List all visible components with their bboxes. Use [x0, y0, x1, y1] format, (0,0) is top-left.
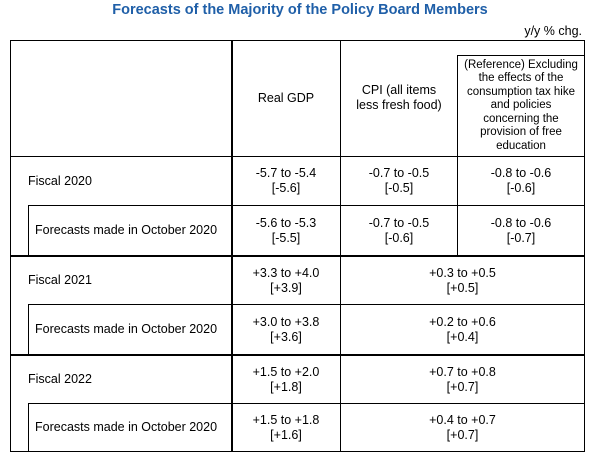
table-border-top — [10, 40, 585, 41]
ref-cell: -0.8 to -0.6 [-0.6] — [458, 157, 584, 205]
gdp-range: +1.5 to +1.8 — [252, 412, 320, 427]
ref-range: -0.8 to -0.6 — [490, 215, 552, 230]
gdp-median: [+1.8] — [270, 379, 302, 394]
row-label: Fiscal 2022 — [28, 372, 92, 386]
gdp-cell: +1.5 to +1.8 [+1.6] — [232, 404, 340, 451]
table-border-right — [584, 40, 585, 452]
gdp-median: [+1.6] — [270, 427, 302, 442]
column-divider-label — [231, 40, 233, 452]
ref-median: [-0.6] — [506, 181, 536, 195]
cpi-cell: -0.7 to -0.5 [-0.6] — [341, 206, 457, 255]
ref-range: -0.8 to -0.6 — [490, 166, 552, 180]
cpi-cell-merged: +0.3 to +0.5 [+0.5] — [341, 257, 584, 304]
cpi-range: -0.7 to -0.5 — [368, 215, 430, 230]
gdp-cell: +3.0 to +3.8 [+3.6] — [232, 305, 340, 354]
gdp-median: [-5.5] — [271, 230, 301, 245]
header-reference: (Reference) Excluding the effects of the… — [458, 56, 584, 156]
gdp-cell: +1.5 to +2.0 [+1.8] — [232, 356, 340, 403]
cpi-median: [+0.5] — [446, 280, 479, 295]
gdp-range: +3.0 to +3.8 — [252, 314, 320, 329]
gdp-range: +3.3 to +4.0 — [252, 265, 320, 280]
header-cpi: CPI (all items less fresh food) — [341, 40, 457, 156]
row-divider-2020 — [28, 205, 585, 206]
table-border-bottom — [10, 451, 585, 452]
gdp-cell: -5.7 to -5.4 [-5.6] — [232, 157, 340, 205]
page-title: Forecasts of the Majority of the Policy … — [112, 2, 488, 18]
cpi-median: [-0.6] — [384, 230, 414, 245]
header-cpi-text: CPI (all items less fresh food) — [356, 83, 442, 112]
table-border-left — [10, 40, 11, 452]
indent-line-2022 — [28, 403, 29, 452]
cpi-cell-merged: +0.2 to +0.6 [+0.4] — [341, 305, 584, 354]
indent-line-2021 — [28, 304, 29, 355]
header-divider — [10, 156, 585, 157]
cpi-median: [+0.7] — [446, 379, 479, 394]
row-divider-2021 — [28, 304, 585, 305]
group-divider-2022 — [10, 354, 585, 356]
unit-label: y/y % chg. — [524, 24, 582, 38]
gdp-median: [+3.6] — [270, 329, 302, 344]
cpi-cell-merged: +0.4 to +0.7 [+0.7] — [341, 404, 584, 451]
cpi-range: +0.2 to +0.6 — [429, 314, 496, 329]
column-divider-cpi — [457, 55, 458, 256]
ref-median: [-0.7] — [506, 230, 536, 245]
row-label: Fiscal 2021 — [28, 273, 92, 287]
gdp-median: [-5.6] — [271, 181, 301, 195]
cpi-cell-merged: +0.7 to +0.8 [+0.7] — [341, 356, 584, 403]
ref-cell: -0.8 to -0.6 [-0.7] — [458, 206, 584, 255]
row-divider-2022 — [28, 403, 585, 404]
row-label: Forecasts made in October 2020 — [35, 322, 218, 336]
cpi-cell: -0.7 to -0.5 [-0.5] — [341, 157, 457, 205]
cpi-range: +0.3 to +0.5 — [429, 265, 496, 280]
group-divider-2021 — [10, 255, 585, 257]
column-divider-gdp — [340, 40, 341, 452]
gdp-median: [+3.9] — [270, 280, 302, 295]
forecast-table: Real GDP CPI (all items less fresh food)… — [10, 40, 585, 452]
cpi-median: [-0.5] — [384, 181, 414, 195]
cpi-range: +0.4 to +0.7 — [429, 412, 496, 427]
row-label: Forecasts made in October 2020 — [35, 223, 218, 237]
cpi-median: [+0.4] — [446, 329, 479, 344]
indent-line-2020 — [28, 205, 29, 256]
cpi-median: [+0.7] — [446, 427, 479, 442]
gdp-cell: +3.3 to +4.0 [+3.9] — [232, 257, 340, 304]
header-real-gdp-text: Real GDP — [257, 90, 315, 105]
row-label: Forecasts made in October 2020 — [35, 420, 218, 434]
header-real-gdp: Real GDP — [232, 40, 340, 156]
row-label: Fiscal 2020 — [28, 173, 92, 188]
cpi-range: +0.7 to +0.8 — [429, 364, 496, 379]
ref-header-top — [457, 55, 585, 56]
gdp-range: -5.6 to -5.3 — [255, 215, 317, 230]
gdp-range: -5.7 to -5.4 — [255, 166, 317, 180]
header-reference-text: (Reference) Excluding the effects of the… — [464, 59, 578, 152]
cpi-range: -0.7 to -0.5 — [368, 166, 430, 180]
gdp-cell: -5.6 to -5.3 [-5.5] — [232, 206, 340, 255]
gdp-range: +1.5 to +2.0 — [252, 364, 320, 379]
